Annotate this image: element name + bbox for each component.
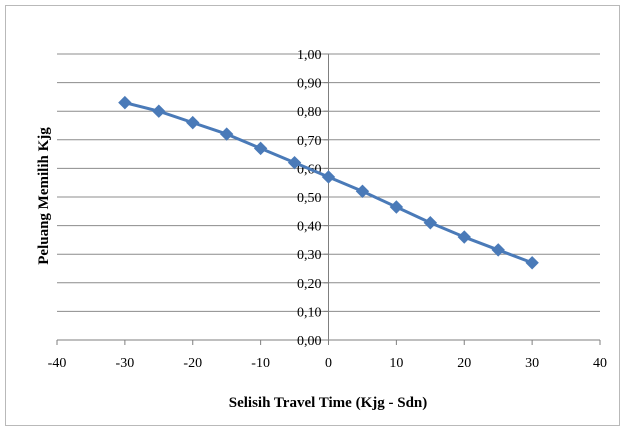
data-point-marker <box>219 127 234 141</box>
data-point-marker <box>423 216 438 230</box>
data-point-marker <box>118 95 132 110</box>
y-tick-label: 0,00 <box>297 334 322 349</box>
data-point-marker <box>525 256 539 270</box>
x-tick-label: -40 <box>48 356 67 371</box>
x-tick-label: 10 <box>389 356 403 371</box>
data-point-marker <box>491 243 505 257</box>
data-point-marker <box>186 115 200 130</box>
x-tick-label: 0 <box>325 356 332 371</box>
x-tick-label: 30 <box>525 356 539 371</box>
x-tick-label: 40 <box>593 356 607 371</box>
y-tick-label: 0,90 <box>297 77 322 92</box>
y-tick-label: 0,70 <box>297 134 322 149</box>
y-tick-label: 1,00 <box>297 48 322 63</box>
x-tick-label: -20 <box>183 356 202 371</box>
y-tick-label: 0,80 <box>297 105 322 120</box>
data-point-marker <box>152 104 166 118</box>
data-point-marker <box>355 184 370 198</box>
x-tick-label: -30 <box>116 356 135 371</box>
y-axis-title: Peluang Memilih Kjg <box>36 127 52 265</box>
data-point-marker <box>457 230 471 244</box>
series-layer <box>118 95 539 270</box>
x-axis-title: Selisih Travel Time (Kjg - Sdn) <box>229 395 428 411</box>
data-point-marker <box>389 200 404 214</box>
y-tick-label: 0,30 <box>297 248 322 263</box>
data-point-marker <box>321 170 336 184</box>
y-tick-label: 0,50 <box>297 191 322 206</box>
y-tick-label: 0,10 <box>297 305 322 320</box>
data-point-marker <box>287 155 302 170</box>
y-tick-labels: 0,000,100,200,300,400,500,600,700,800,90… <box>297 48 322 349</box>
y-tick-label: 0,40 <box>297 220 322 235</box>
x-tick-label: -10 <box>251 356 270 371</box>
x-tick-label: 20 <box>457 356 471 371</box>
chart-frame <box>5 5 620 426</box>
data-point-marker <box>253 141 268 156</box>
y-tick-label: 0,20 <box>297 277 322 292</box>
x-tick-labels: -40 -30 -20 -10 0 10 20 30 40 <box>48 356 607 371</box>
axes <box>56 53 601 345</box>
